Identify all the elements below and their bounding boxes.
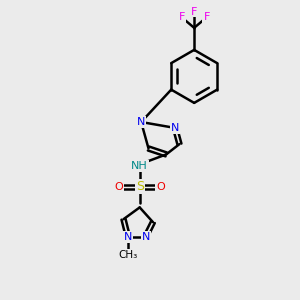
Text: N: N <box>141 232 150 242</box>
Text: N: N <box>124 232 132 242</box>
Text: N: N <box>137 117 146 127</box>
Text: F: F <box>178 12 185 22</box>
Text: CH₃: CH₃ <box>118 250 137 260</box>
Text: NH: NH <box>131 161 148 171</box>
Text: F: F <box>191 7 197 16</box>
Text: N: N <box>171 123 179 133</box>
Text: O: O <box>115 182 124 192</box>
Text: F: F <box>203 12 210 22</box>
Text: S: S <box>136 180 144 193</box>
Text: O: O <box>156 182 165 192</box>
